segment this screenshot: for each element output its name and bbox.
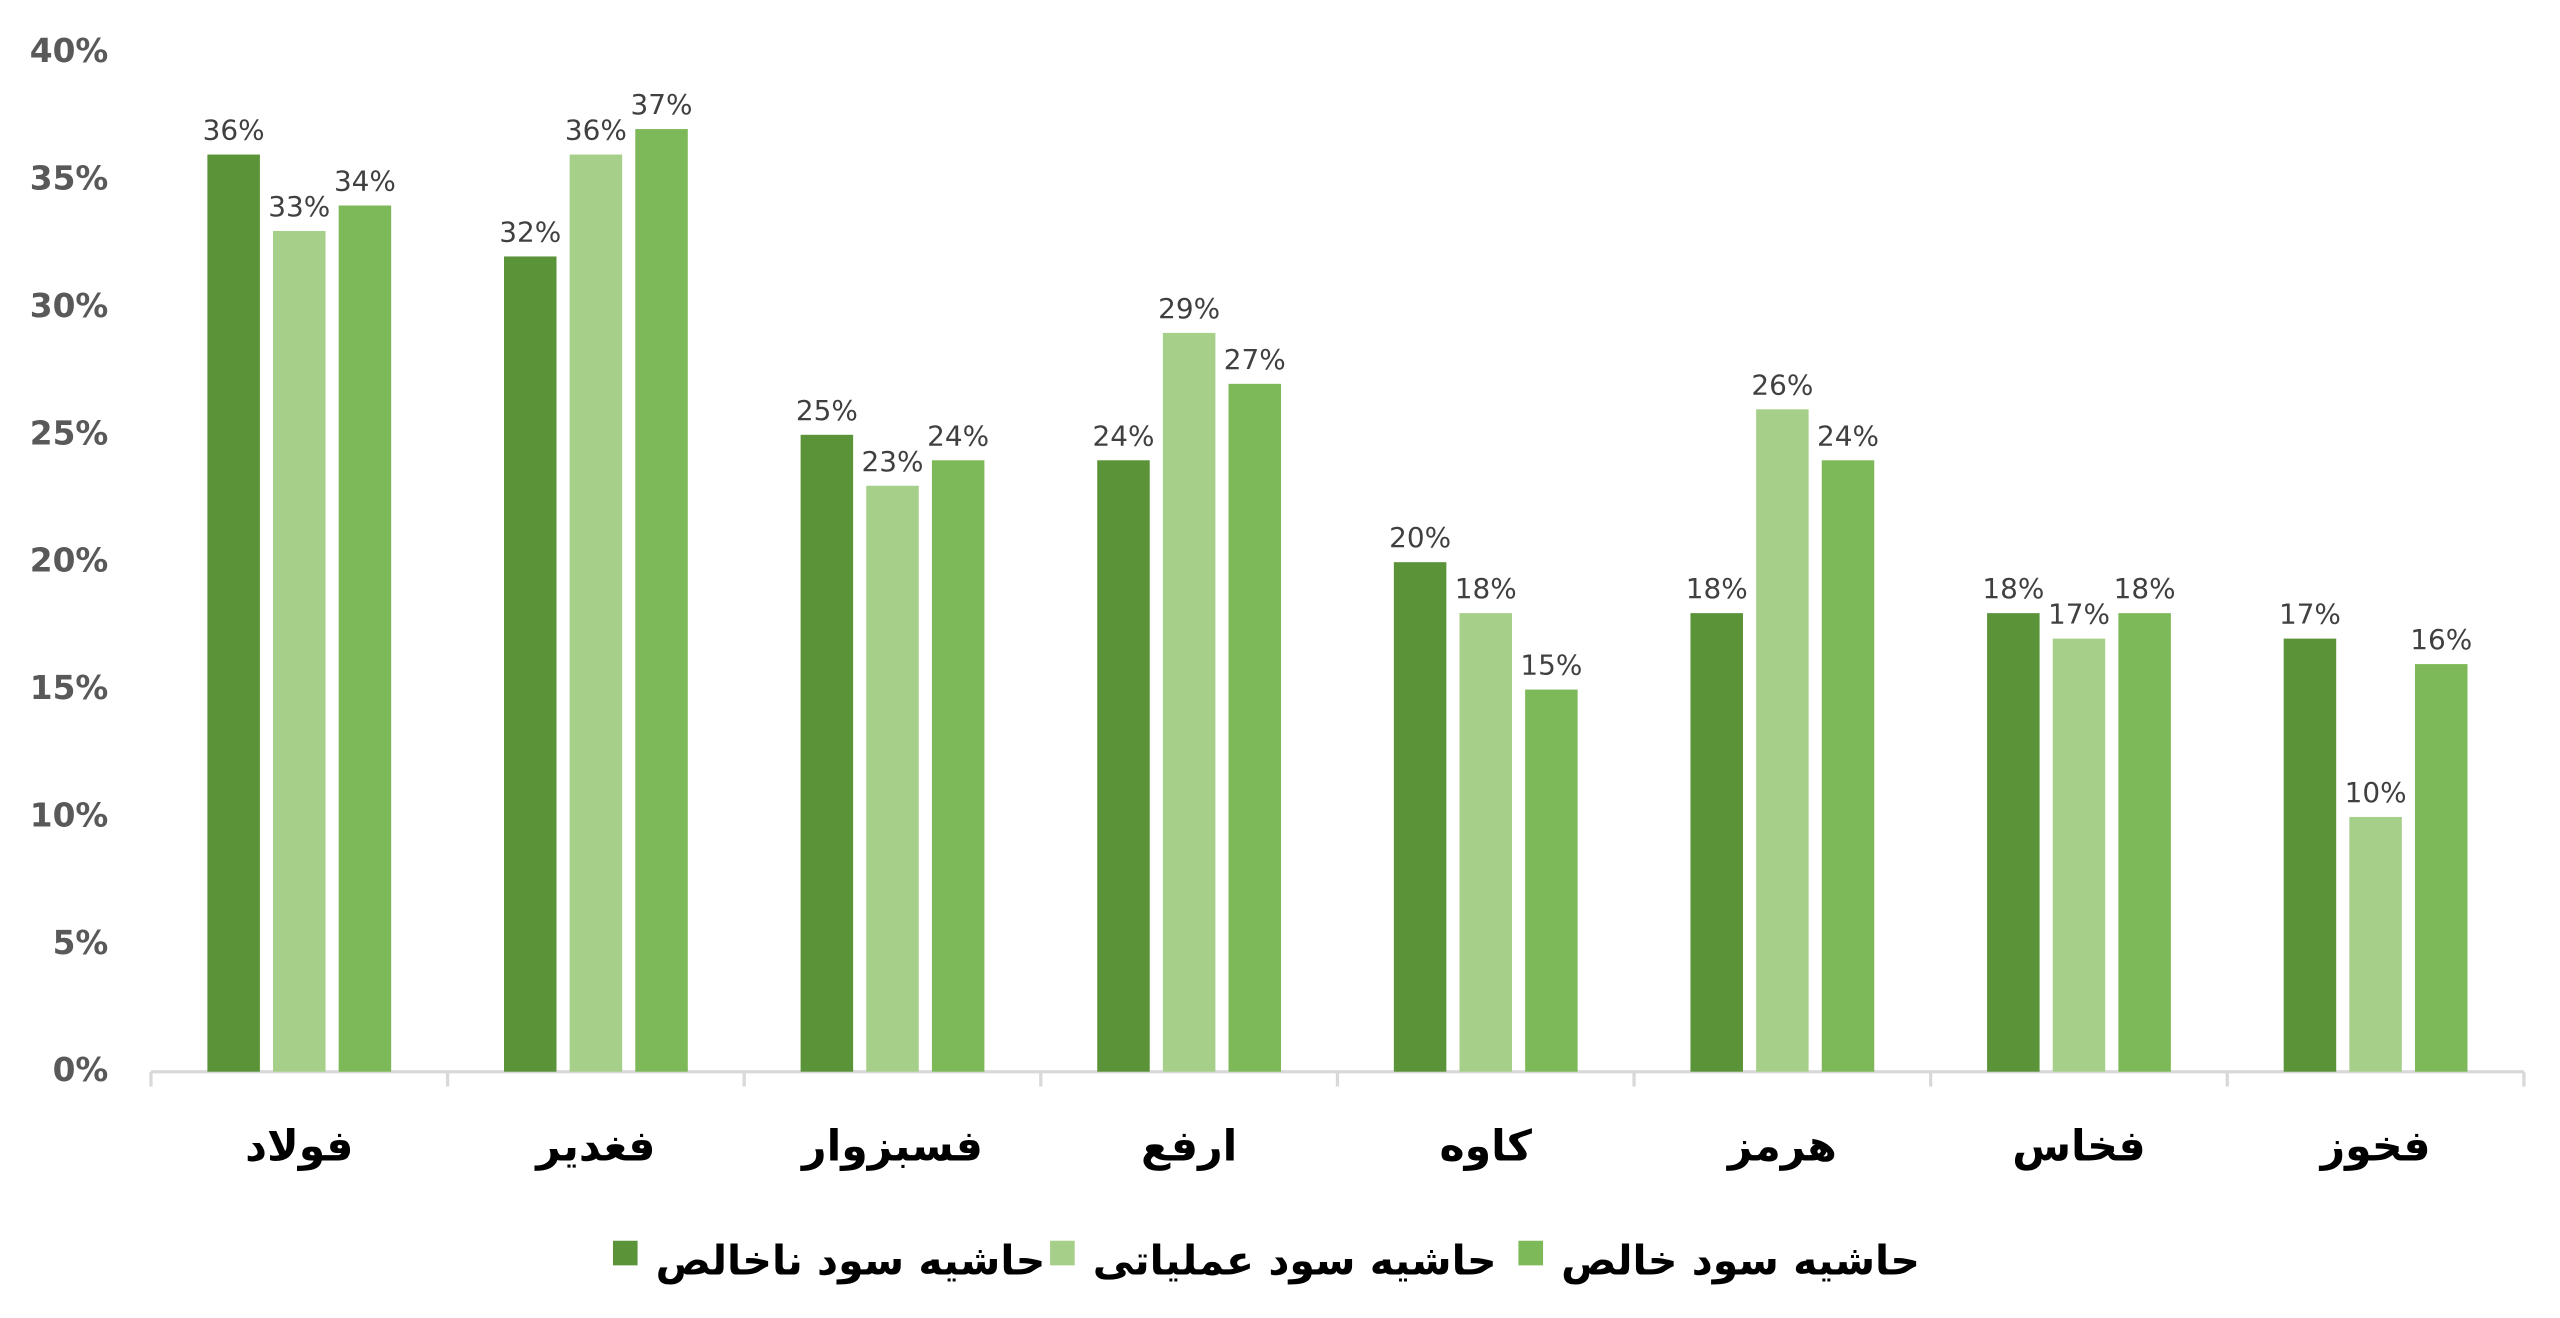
x-tick-label: فخوز bbox=[2319, 1121, 2431, 1171]
legend-swatch bbox=[1050, 1240, 1075, 1266]
bar bbox=[2283, 638, 2337, 1072]
bar bbox=[635, 129, 688, 1072]
data-label: 15% bbox=[1520, 649, 1582, 682]
x-tick-label: فولاد bbox=[245, 1121, 353, 1171]
bar bbox=[207, 154, 260, 1072]
bar bbox=[2052, 638, 2106, 1072]
data-label: 32% bbox=[499, 215, 561, 248]
bar bbox=[2349, 816, 2402, 1072]
data-label: 24% bbox=[1817, 419, 1879, 452]
x-tick-label: کاوه bbox=[1439, 1121, 1532, 1171]
bar bbox=[504, 256, 557, 1072]
data-label: 25% bbox=[796, 394, 858, 427]
bar bbox=[1228, 383, 1282, 1072]
data-label: 24% bbox=[927, 419, 989, 452]
y-tick-label: 30% bbox=[30, 287, 109, 325]
bar bbox=[1756, 409, 1809, 1072]
bar bbox=[931, 460, 985, 1072]
bar bbox=[1459, 613, 1512, 1072]
bar bbox=[1162, 332, 1216, 1072]
x-tick-label: فسبزوار bbox=[800, 1121, 983, 1171]
data-label: 37% bbox=[631, 88, 693, 121]
data-label: 29% bbox=[1158, 292, 1220, 325]
data-label: 36% bbox=[203, 114, 265, 147]
bar bbox=[338, 205, 392, 1072]
legend-swatch bbox=[1518, 1240, 1544, 1266]
legend-label: حاشیه سود خالص bbox=[1561, 1237, 1920, 1285]
bar bbox=[1987, 613, 2040, 1072]
data-label: 34% bbox=[334, 165, 396, 198]
bar bbox=[273, 230, 326, 1072]
data-label: 26% bbox=[1751, 368, 1813, 401]
data-label: 18% bbox=[1982, 572, 2044, 605]
legend-label: حاشیه سود عملیاتی bbox=[1093, 1237, 1497, 1285]
y-tick-label: 25% bbox=[30, 414, 109, 452]
bar bbox=[866, 485, 919, 1072]
data-label: 24% bbox=[1093, 419, 1155, 452]
data-label: 18% bbox=[1455, 572, 1517, 605]
data-label: 27% bbox=[1224, 343, 1286, 376]
bar bbox=[2118, 613, 2171, 1072]
data-label: 18% bbox=[2114, 572, 2176, 605]
bar bbox=[1821, 460, 1875, 1072]
bar bbox=[800, 434, 854, 1072]
bar bbox=[1097, 460, 1150, 1072]
data-label: 36% bbox=[565, 114, 627, 147]
legend-swatch bbox=[612, 1240, 638, 1266]
x-tick-label: فخاس bbox=[2012, 1121, 2146, 1171]
bar bbox=[2414, 664, 2468, 1072]
y-tick-label: 40% bbox=[30, 32, 109, 70]
data-label: 10% bbox=[2345, 776, 2407, 809]
bar bbox=[1525, 689, 1578, 1072]
data-label: 23% bbox=[862, 445, 924, 478]
y-tick-label: 35% bbox=[30, 160, 109, 198]
y-tick-label: 10% bbox=[30, 796, 109, 834]
data-label: 33% bbox=[268, 190, 330, 223]
data-label: 20% bbox=[1389, 521, 1451, 554]
x-tick-label: فغدیر bbox=[534, 1121, 655, 1171]
x-tick-label: ارفع bbox=[1141, 1121, 1237, 1171]
y-tick-label: 20% bbox=[30, 542, 109, 580]
bar bbox=[1393, 562, 1447, 1072]
x-tick-label: هرمز bbox=[1726, 1121, 1837, 1171]
data-label: 17% bbox=[2048, 598, 2110, 631]
y-tick-label: 15% bbox=[30, 669, 109, 707]
data-label: 18% bbox=[1686, 572, 1748, 605]
data-label: 17% bbox=[2279, 598, 2341, 631]
data-label: 16% bbox=[2410, 623, 2472, 656]
bar bbox=[569, 154, 623, 1072]
legend-label: حاشیه سود ناخالص bbox=[656, 1237, 1046, 1285]
bar bbox=[1690, 613, 1743, 1072]
y-tick-label: 0% bbox=[53, 1051, 109, 1089]
y-tick-label: 5% bbox=[53, 924, 109, 962]
